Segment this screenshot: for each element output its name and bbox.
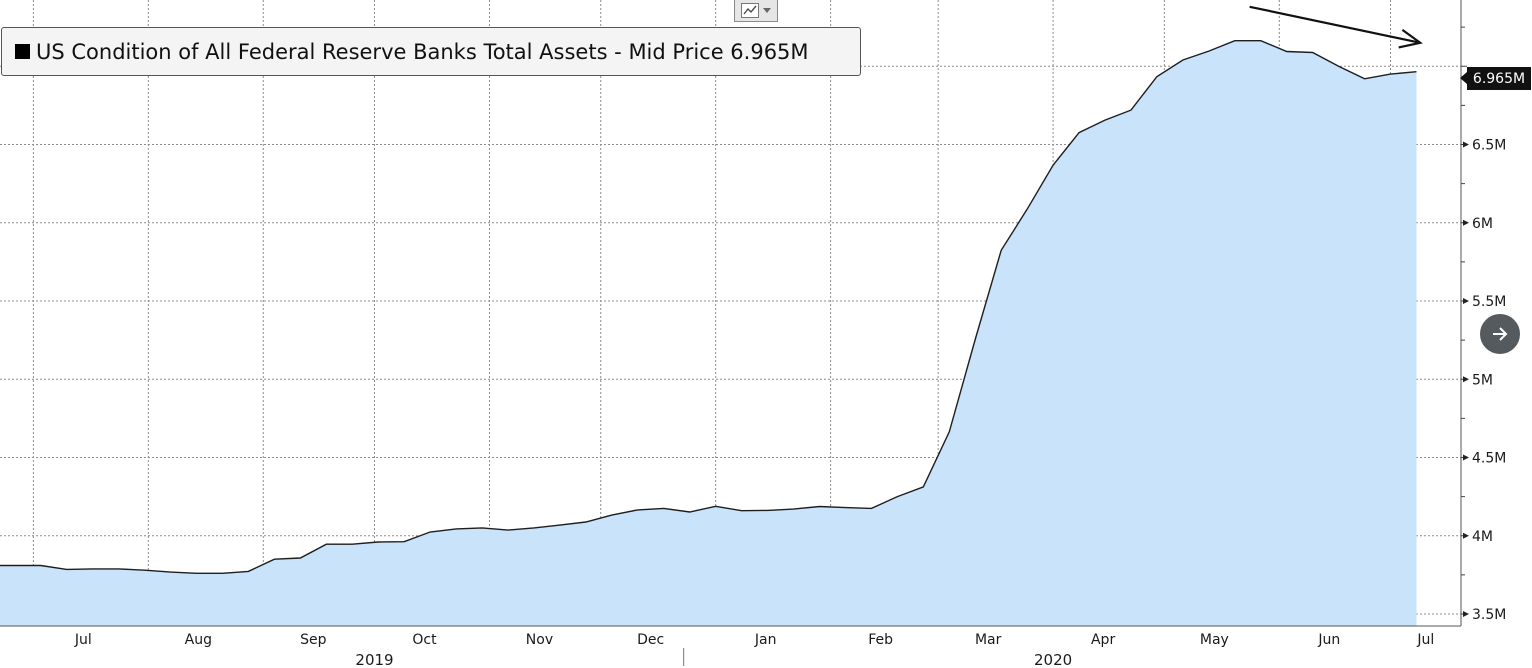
x-tick-label: Aug: [185, 632, 212, 648]
x-tick-label: Apr: [1091, 632, 1115, 648]
x-tick-label: Jan: [754, 632, 777, 648]
y-tick-label: 5M: [1472, 372, 1493, 388]
series-line: [0, 40, 1417, 574]
x-tick-label: Jul: [1416, 632, 1434, 648]
x-year-label: 2019: [355, 651, 393, 668]
x-tick-label: Mar: [975, 632, 1002, 648]
x-tick-label: Jul: [74, 632, 92, 648]
chart-tool-button[interactable]: [734, 0, 778, 22]
arrow-shaft: [1249, 5, 1421, 44]
y-tick-label: 6.5M: [1472, 138, 1506, 154]
x-tick-label: Jun: [1317, 632, 1340, 648]
line-chart-icon: [741, 3, 759, 18]
series-area-fill: [0, 40, 1417, 626]
legend-label: US Condition of All Federal Reserve Bank…: [36, 39, 809, 64]
y-tick-marker: [1463, 532, 1469, 539]
x-axis: Jul Aug Sep Oct Nov Dec Jan Feb Mar Apr May Jun Jul 2…: [0, 625, 1461, 668]
last-value-marker: 6.965M: [1460, 67, 1531, 90]
arrow-right-icon: [1493, 327, 1508, 341]
next-arrow-button[interactable]: [1478, 312, 1522, 356]
x-tick-label: Oct: [412, 632, 437, 648]
y-tick-label: 5.5M: [1472, 294, 1506, 310]
y-axis: 3.5M 4M 4.5M 5M 5.5M 6M 6.5M: [1460, 0, 1506, 626]
y-tick-marker: [1463, 611, 1469, 617]
x-tick-label: Sep: [300, 632, 327, 648]
x-tick-label: Dec: [637, 632, 664, 648]
y-tick-label: 4M: [1472, 529, 1493, 545]
legend-swatch: [15, 44, 30, 59]
y-tick-label: 6M: [1472, 216, 1493, 232]
y-tick-marker: [1463, 219, 1469, 226]
arrow-head: [1398, 28, 1423, 49]
x-tick-label: May: [1200, 632, 1229, 648]
y-tick-label: 4.5M: [1472, 451, 1506, 467]
chevron-down-icon[interactable]: [763, 8, 771, 13]
x-year-label: 2020: [1034, 651, 1072, 668]
x-tick-label: Nov: [526, 632, 553, 648]
annotation-arrow: [1249, 5, 1423, 49]
y-tick-marker: [1463, 298, 1469, 304]
y-tick-marker: [1463, 141, 1469, 148]
chart-legend: US Condition of All Federal Reserve Bank…: [1, 27, 861, 76]
y-tick-label: 3.5M: [1472, 607, 1506, 623]
y-tick-marker: [1463, 454, 1469, 461]
y-tick-marker: [1463, 376, 1469, 383]
x-tick-label: Feb: [868, 632, 893, 648]
